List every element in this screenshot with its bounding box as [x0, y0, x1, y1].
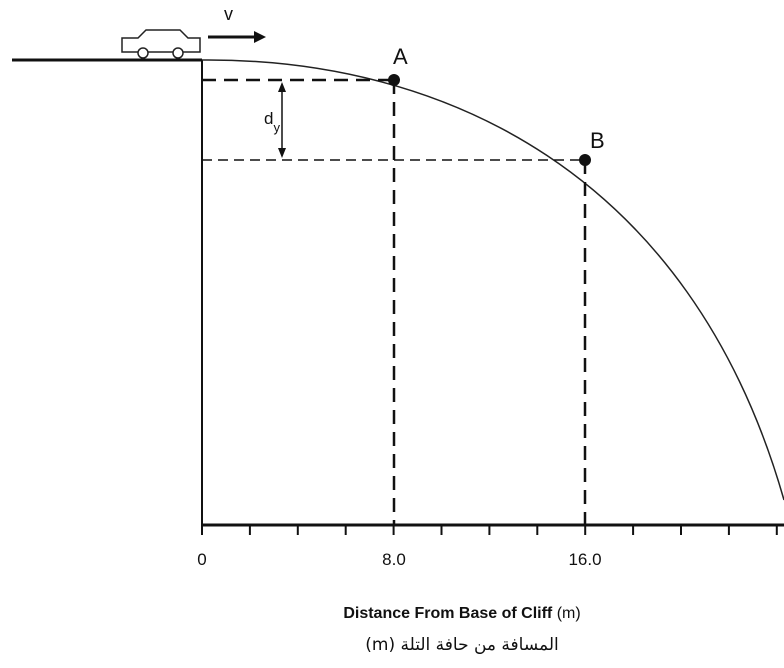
ticks	[201, 525, 778, 535]
velocity-label: v	[224, 4, 233, 24]
car	[121, 29, 201, 59]
dy-label: dy	[264, 109, 280, 135]
point-b-label: B	[590, 128, 605, 153]
axis-title: Distance From Base of Cliff (m)	[343, 605, 580, 622]
tick-label: 8.0	[382, 550, 406, 569]
trajectory	[201, 59, 784, 501]
tick-label: 16.0	[568, 550, 601, 569]
point-a	[388, 74, 400, 86]
guides	[202, 78, 587, 525]
tick-label: 0	[197, 550, 206, 569]
axis-title-arabic: المسافة من حافة التلة (m)	[365, 635, 559, 655]
point-a-label: A	[393, 44, 408, 69]
velocity-arrow	[208, 31, 266, 43]
point-b	[579, 154, 591, 166]
dy-arrow	[278, 82, 286, 158]
